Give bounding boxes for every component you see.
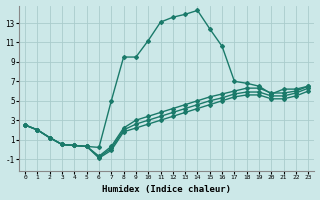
X-axis label: Humidex (Indice chaleur): Humidex (Indice chaleur) <box>102 185 231 194</box>
